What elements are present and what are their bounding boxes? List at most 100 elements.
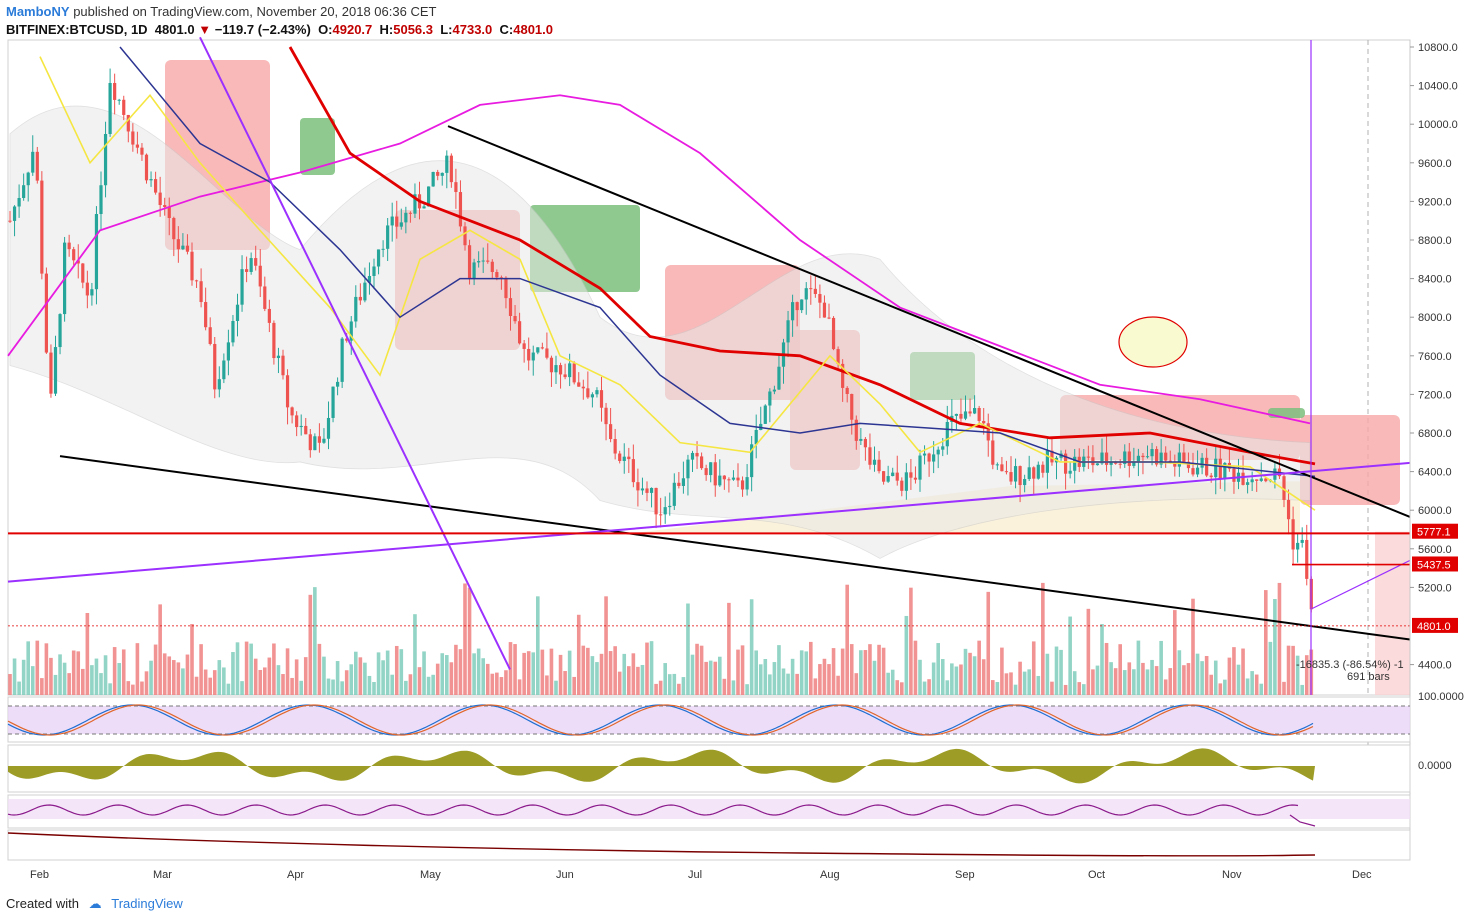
candle-body — [158, 192, 162, 206]
volume-bar — [258, 669, 263, 695]
volume-bar — [422, 651, 426, 695]
candle-body — [322, 438, 326, 443]
candle-body — [1100, 452, 1104, 464]
volume-bar — [1159, 640, 1163, 695]
volume-bar — [1295, 655, 1300, 695]
volume-bar — [1141, 662, 1145, 695]
candle-body — [609, 424, 613, 440]
candle-body — [99, 185, 103, 215]
volume-bar — [718, 656, 722, 695]
tradingview-logo-icon[interactable]: ☁ — [88, 896, 102, 911]
candle-body — [386, 225, 390, 249]
volume-bar — [458, 649, 463, 695]
x-tick-label: Oct — [1088, 869, 1105, 881]
volume-bar — [758, 664, 763, 695]
candle-body — [631, 459, 635, 483]
candle-body — [135, 144, 139, 148]
candle-body — [1296, 542, 1300, 550]
tradingview-brand[interactable]: TradingView — [111, 896, 183, 911]
volume-bar — [212, 670, 217, 695]
ema-20 — [39, 56, 1316, 511]
x-tick-label: Mar — [153, 869, 172, 881]
candle-body — [922, 453, 927, 456]
cloud-bullish — [1268, 408, 1305, 418]
volume-bar — [317, 643, 322, 695]
candle-body — [272, 322, 276, 359]
volume-bar — [1022, 671, 1027, 695]
volume-bar — [1150, 659, 1154, 695]
candle-body — [53, 347, 58, 394]
volume-bar — [622, 653, 627, 695]
candle-body — [1218, 458, 1222, 479]
volume-bar — [663, 663, 667, 695]
candle-body — [499, 277, 503, 279]
candle-body — [1086, 456, 1090, 458]
volume-bar — [376, 652, 381, 695]
projection-line — [1311, 559, 1411, 610]
volume-bar — [863, 650, 868, 695]
volume-bar — [94, 658, 99, 695]
candle-body — [900, 480, 904, 491]
volume-bar — [845, 584, 849, 695]
candle-body — [586, 388, 590, 398]
volume-bar — [53, 674, 58, 695]
volume-bar — [12, 658, 17, 695]
candle-body — [1114, 461, 1118, 464]
volume-bar — [1291, 645, 1295, 695]
volume-bar — [463, 583, 467, 695]
volume-bar — [426, 676, 431, 695]
volume-bar — [445, 655, 449, 695]
volume-bar — [713, 661, 718, 695]
volume-bar — [627, 666, 631, 695]
candle-body — [818, 294, 822, 303]
candle-body — [845, 387, 849, 394]
volume-bar — [26, 641, 30, 695]
candle-body — [859, 438, 863, 441]
candle-body — [977, 408, 981, 421]
y-tick-label: 7600.0 — [1418, 351, 1452, 363]
volume-bar — [708, 660, 713, 695]
candle-body — [973, 408, 977, 414]
volume-bar — [1041, 582, 1045, 695]
volume-bar — [190, 624, 194, 695]
last-price: 4801.0 — [154, 22, 195, 37]
volume-bar — [617, 671, 622, 695]
volume-bar — [408, 674, 413, 695]
volume-bar — [117, 663, 121, 695]
candle-body — [467, 245, 472, 280]
volume-bar — [1109, 662, 1113, 695]
candle-body — [454, 182, 458, 193]
volume-bar — [40, 678, 44, 695]
candle-body — [1013, 466, 1018, 482]
candle-body — [163, 205, 167, 208]
candle-body — [531, 352, 535, 361]
candle-body — [217, 379, 221, 390]
author-name[interactable]: MamboNY — [6, 4, 70, 19]
candle-body — [94, 214, 99, 290]
volume-bar — [90, 665, 94, 695]
candle-body — [1050, 450, 1054, 463]
volume-bar — [181, 668, 185, 695]
volume-bar — [1250, 671, 1254, 695]
candle-body — [1073, 456, 1077, 471]
volume-bar — [1013, 684, 1018, 695]
volume-bar — [1204, 655, 1209, 695]
volume-bar — [244, 641, 249, 695]
volume-bar — [786, 673, 790, 695]
volume-bar — [176, 662, 181, 695]
candle-body — [536, 347, 540, 353]
candle-body — [199, 281, 203, 303]
candle-body — [276, 355, 281, 359]
candle-body — [1000, 464, 1004, 472]
volume-bar — [963, 648, 968, 695]
candle-body — [677, 482, 681, 486]
volume-bar — [431, 674, 435, 695]
price-change: −119.7 (−2.43%) — [214, 22, 311, 37]
close-label: C: — [499, 22, 514, 37]
candle-body — [690, 452, 695, 460]
candle-body — [267, 308, 271, 323]
volume-bar — [1086, 608, 1091, 695]
volume-bar — [1227, 657, 1232, 695]
candle-body — [477, 261, 481, 263]
